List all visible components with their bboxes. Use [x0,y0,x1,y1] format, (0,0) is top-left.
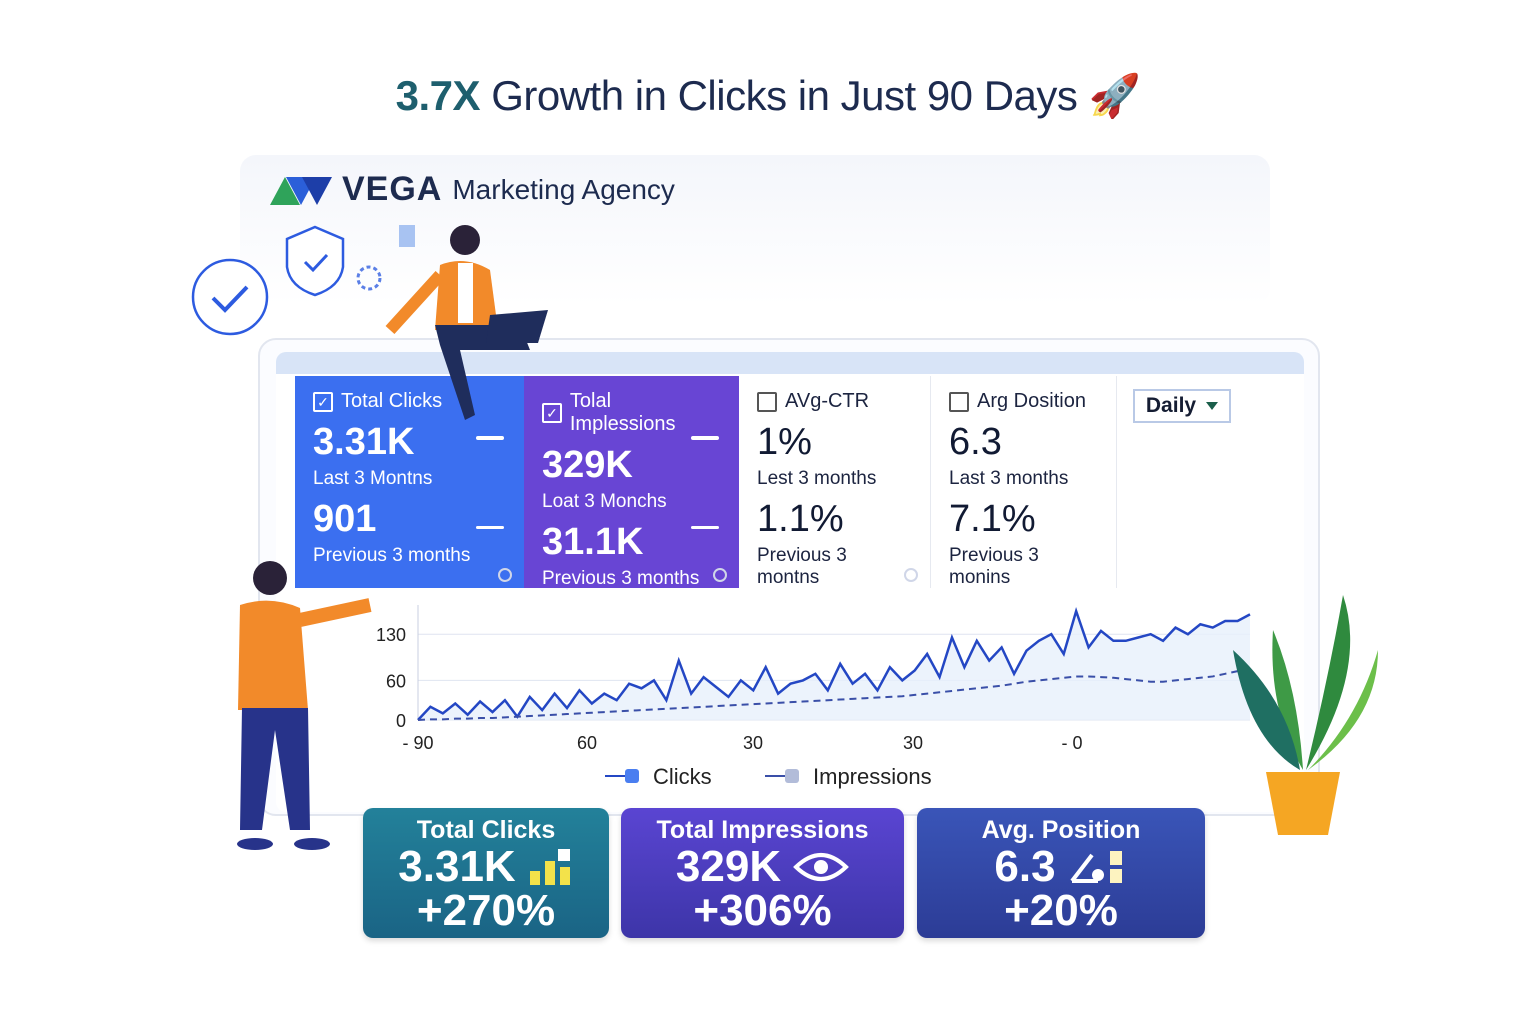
metric-current: 3.31K [313,421,415,463]
line-chart: 0 60 130 - 90 60 30 30 - 0 Clicks Impressions [376,605,1251,789]
info-icon [904,568,918,582]
eye-icon [793,853,849,881]
check-circle-icon [191,258,269,336]
metric-card-total-clicks[interactable]: ✓ Total Clicks 3.31K Last 3 Montns 901 Pr… [295,376,524,588]
security-icons [191,225,415,336]
woman-with-laptop-illustration [385,225,548,420]
position-chart-icon [1069,851,1122,883]
checkbox-icon[interactable] [949,391,969,412]
x-tick-label: 60 [577,733,597,753]
summary-value: 329K [675,842,782,891]
summary-change: +270% [416,886,556,935]
rocket-icon: 🚀 [1088,72,1141,119]
summary-change: +20% [1004,886,1118,935]
metric-previous: 901 [313,498,377,540]
metric-current: 1% [757,421,812,463]
x-tick-label: - 0 [1061,733,1082,753]
shield-icon [285,225,345,297]
metric-previous-label: Previous 3 montns [757,545,847,588]
y-tick-label: 60 [386,671,406,691]
gear-icon [356,265,382,291]
metric-current-label: Last 3 Montns [313,468,433,489]
summary-value: 3.31K [398,842,516,891]
metric-label: Tolal Implessions [569,390,676,435]
period-value: Daily [1145,394,1197,417]
summary-card-clicks: Total Clicks 3.31K +270% [363,808,609,938]
brand-name: VEGA [342,170,443,208]
metric-current: 6.3 [949,421,1002,463]
metric-card-total-impressions[interactable]: ✓ Tolal Implessions 329K Loat 3 Monchs 31… [524,376,739,589]
man-pointing-illustration [237,561,372,850]
metric-previous-label: Previous 3 months [542,568,700,589]
chevron-down-icon [1206,402,1219,410]
metric-current-label: Lest 3 months [757,468,877,489]
metric-previous: 7.1% [949,498,1036,540]
summary-value: 6.3 [994,842,1056,891]
summary-title: Avg. Position [981,816,1141,844]
brand-tagline: Marketing Agency [452,173,675,205]
legend-marker-clicks [625,769,639,783]
summary-title: Total Impressions [656,816,869,844]
metric-previous: 31.1K [542,521,644,563]
metric-label: Total Clicks [341,390,443,412]
metric-label: Arg Dosition [977,390,1086,412]
summary-card-position: Avg. Position 6.3 +20% [917,808,1205,938]
checkbox-checked-icon[interactable]: ✓ [313,391,333,412]
x-tick-label: 30 [743,733,763,753]
brand-logo: VEGA Marketing Agency [270,170,675,209]
headline: 3.7X Growth in Clicks in Just 90 Days 🚀 [0,72,1536,121]
x-tick-label: - 90 [402,733,433,753]
info-icon [713,568,727,582]
legend-marker-impressions [785,769,799,783]
metric-previous-label: Previous 3 monins [949,545,1039,588]
info-icon [498,568,512,582]
vega-logo-icon [270,176,332,205]
metric-previous: 1.1% [757,498,844,540]
legend-label: Impressions [813,764,932,789]
y-tick-label: 130 [376,625,406,645]
metric-previous-label: Previous 3 months [313,545,471,566]
clicks-area [418,611,1250,720]
metric-current-label: Loat 3 Monchs [542,491,667,512]
summary-title: Total Clicks [416,816,556,844]
metric-card-avg-ctr[interactable]: AVg-CTR 1% Lest 3 months 1.1% Previous 3… [739,376,931,588]
period-dropdown[interactable]: Daily [1133,389,1231,423]
metric-current-label: Last 3 months [949,468,1069,489]
series-line-clicks [417,606,1251,721]
bar-chart-icon [529,849,570,885]
summary-card-impressions: Total Impressions 329K +306% [621,808,904,938]
series-line-impressions [417,666,1251,721]
summary-change: +306% [693,886,832,935]
checkbox-checked-icon[interactable]: ✓ [542,403,562,423]
headline-text: Growth in Clicks in Just 90 Days [491,72,1078,119]
metric-card-avg-position[interactable]: Arg Dosition 6.3 Last 3 months 7.1% Prev… [931,376,1117,588]
x-tick-label: 30 [903,733,923,753]
y-tick-label: 0 [396,711,406,731]
metric-label: AVg-CTR [785,390,870,412]
headline-highlight: 3.7X [395,72,481,119]
plant-illustration [1233,595,1378,835]
metric-current: 329K [542,444,633,486]
legend-label: Clicks [653,764,712,789]
checkbox-icon[interactable] [757,391,777,412]
